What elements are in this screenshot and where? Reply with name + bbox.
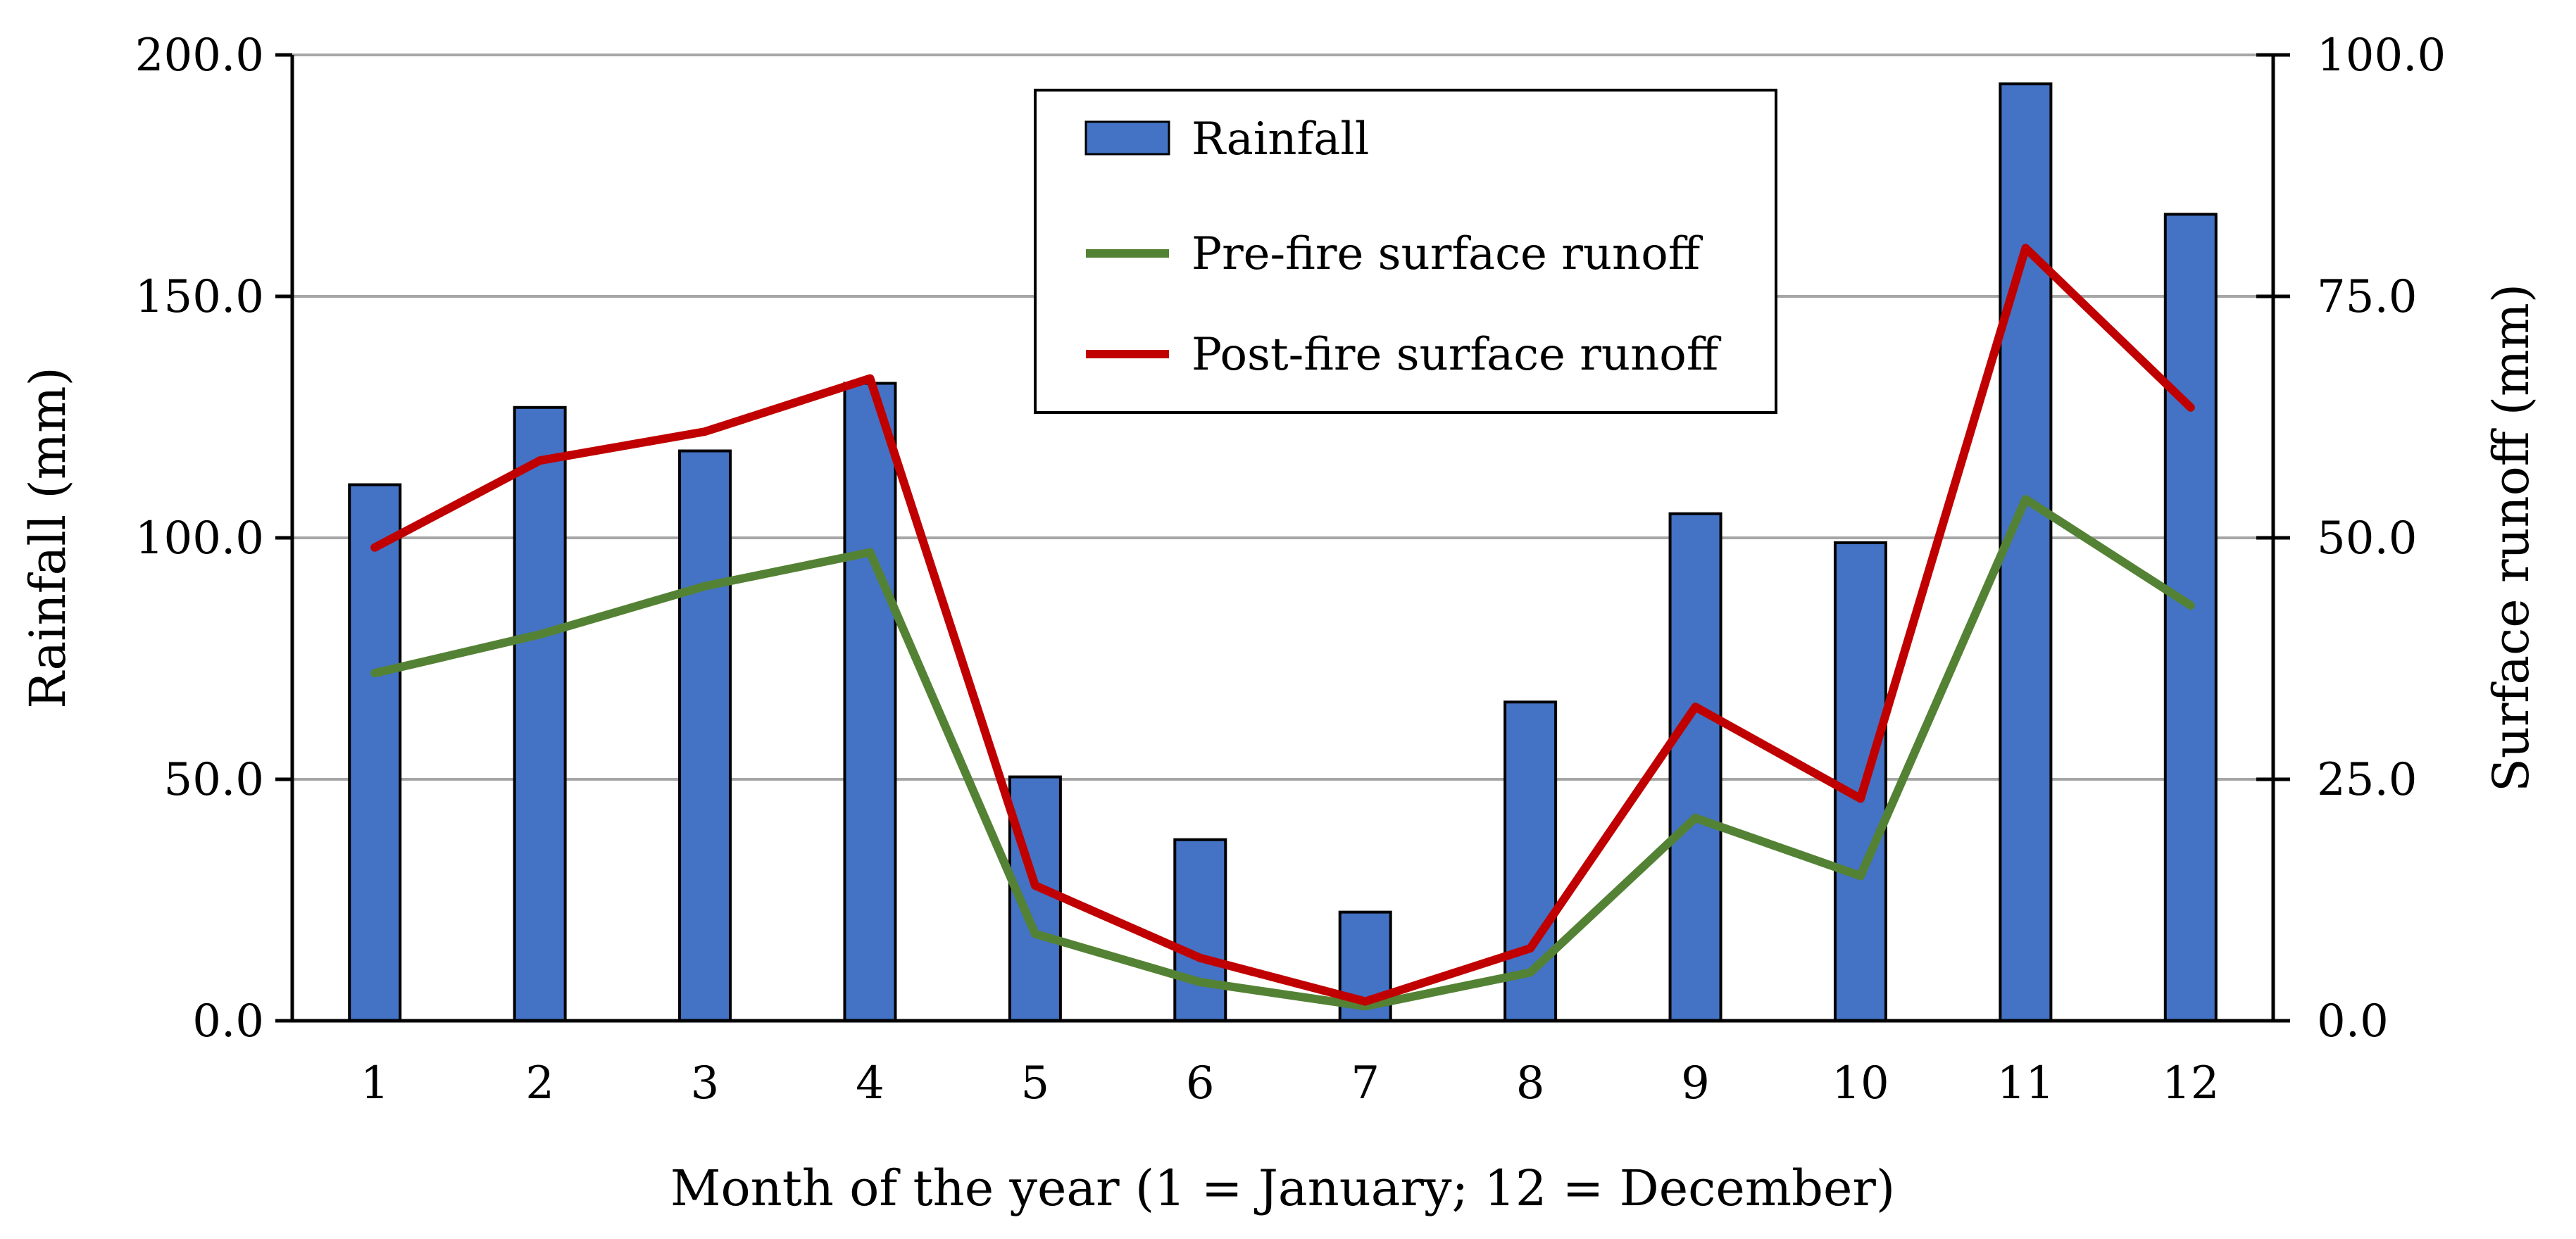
post-fire-runoff-line <box>370 244 2195 1006</box>
y-tick-label: 200.0 <box>135 30 264 82</box>
rainfall-bar <box>348 483 402 1022</box>
x-tick-label: 9 <box>1681 1057 1710 1109</box>
line-series <box>370 244 2195 1011</box>
x-tick-label: 10 <box>1832 1057 1889 1109</box>
x-tick-label: 8 <box>1516 1057 1545 1109</box>
x-tick-label: 11 <box>1997 1057 2054 1109</box>
x-tick-label: 7 <box>1351 1057 1380 1109</box>
y2-tick-label: 75.0 <box>2317 271 2418 323</box>
x-tick-label: 3 <box>691 1057 720 1109</box>
x-tick-label: 2 <box>525 1057 554 1109</box>
pre-fire-runoff-line <box>370 495 2195 1011</box>
x-tick-label: 4 <box>856 1057 884 1109</box>
y-tick-label: 0.0 <box>192 995 264 1048</box>
rainfall-bar <box>2163 213 2218 1022</box>
rainfall-bar <box>843 382 897 1022</box>
y-axis-title: Rainfall (mm) <box>19 367 77 709</box>
x-axis-title: Month of the year (1 = January; 12 = Dec… <box>670 1159 1895 1217</box>
legend-swatch-rainfall <box>1084 120 1170 156</box>
x-tick-label: 5 <box>1021 1057 1050 1109</box>
y-tick-label: 100.0 <box>135 512 264 565</box>
y2-tick-label: 0.0 <box>2317 995 2389 1048</box>
rainfall-bar <box>1833 541 1887 1022</box>
rainfall-bar <box>678 449 732 1022</box>
x-tick-label: 6 <box>1186 1057 1215 1109</box>
rainfall-bar <box>1668 512 1722 1022</box>
legend-label-post-fire: Post-fire surface runoff <box>1192 329 1722 381</box>
x-tick-label: 1 <box>361 1057 389 1109</box>
rainfall-bar <box>513 405 567 1022</box>
y2-tick-label: 100.0 <box>2317 30 2446 82</box>
bar-series <box>348 82 2218 1023</box>
x-tick-label: 12 <box>2162 1057 2219 1109</box>
y-tick-label: 50.0 <box>164 754 265 806</box>
legend-label-pre-fire: Pre-fire surface runoff <box>1192 228 1703 280</box>
legend-label-rainfall: Rainfall <box>1192 113 1369 165</box>
rainfall-bar <box>1173 838 1227 1022</box>
y2-tick-label: 50.0 <box>2317 512 2418 565</box>
y-tick-label: 150.0 <box>135 271 264 323</box>
y2-axis-title: Surface runoff (mm) <box>2482 284 2540 792</box>
axes <box>275 53 2290 1023</box>
tick-labels: 0.0 50.0 100.0 150.0 200.0 0.0 25.0 50.0 75.0 100… <box>135 30 2446 1109</box>
y2-tick-label: 25.0 <box>2317 754 2418 806</box>
rainfall-bar <box>1999 82 2053 1022</box>
legend: Rainfall Pre-fire surface runoff Post-fi… <box>1034 89 1777 414</box>
